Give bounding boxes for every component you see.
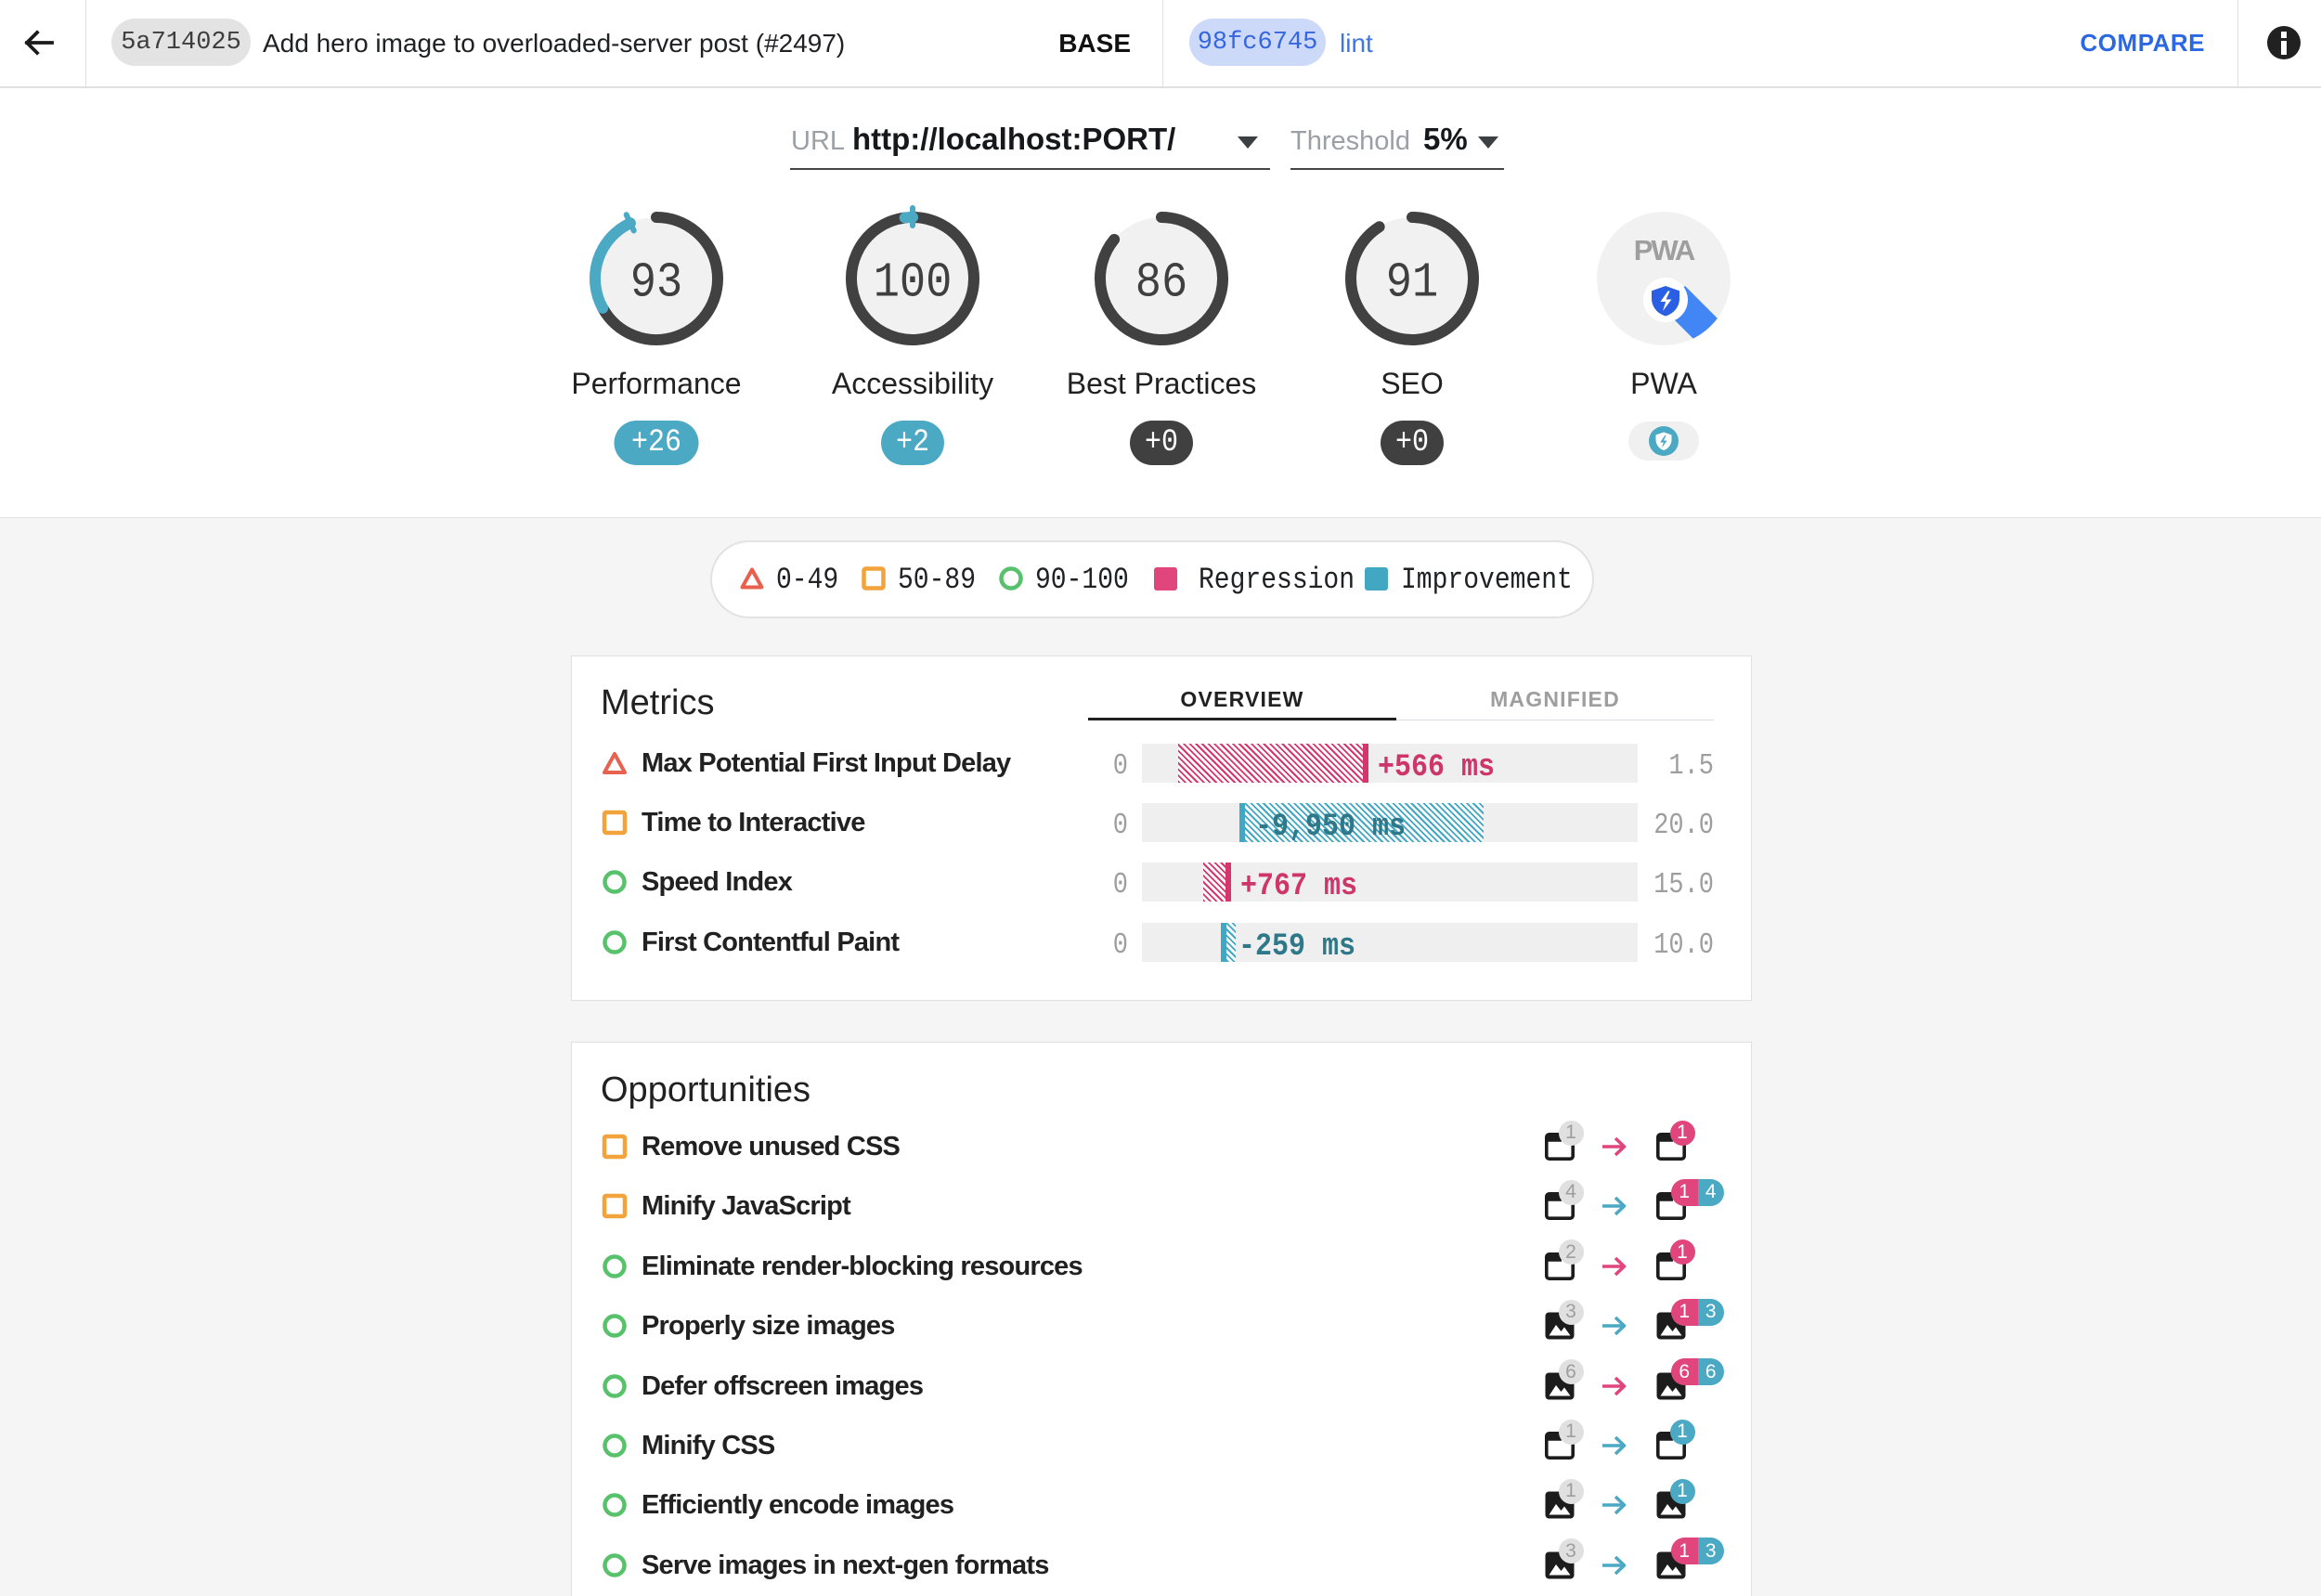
svg-text:PWA: PWA [1634, 234, 1695, 266]
